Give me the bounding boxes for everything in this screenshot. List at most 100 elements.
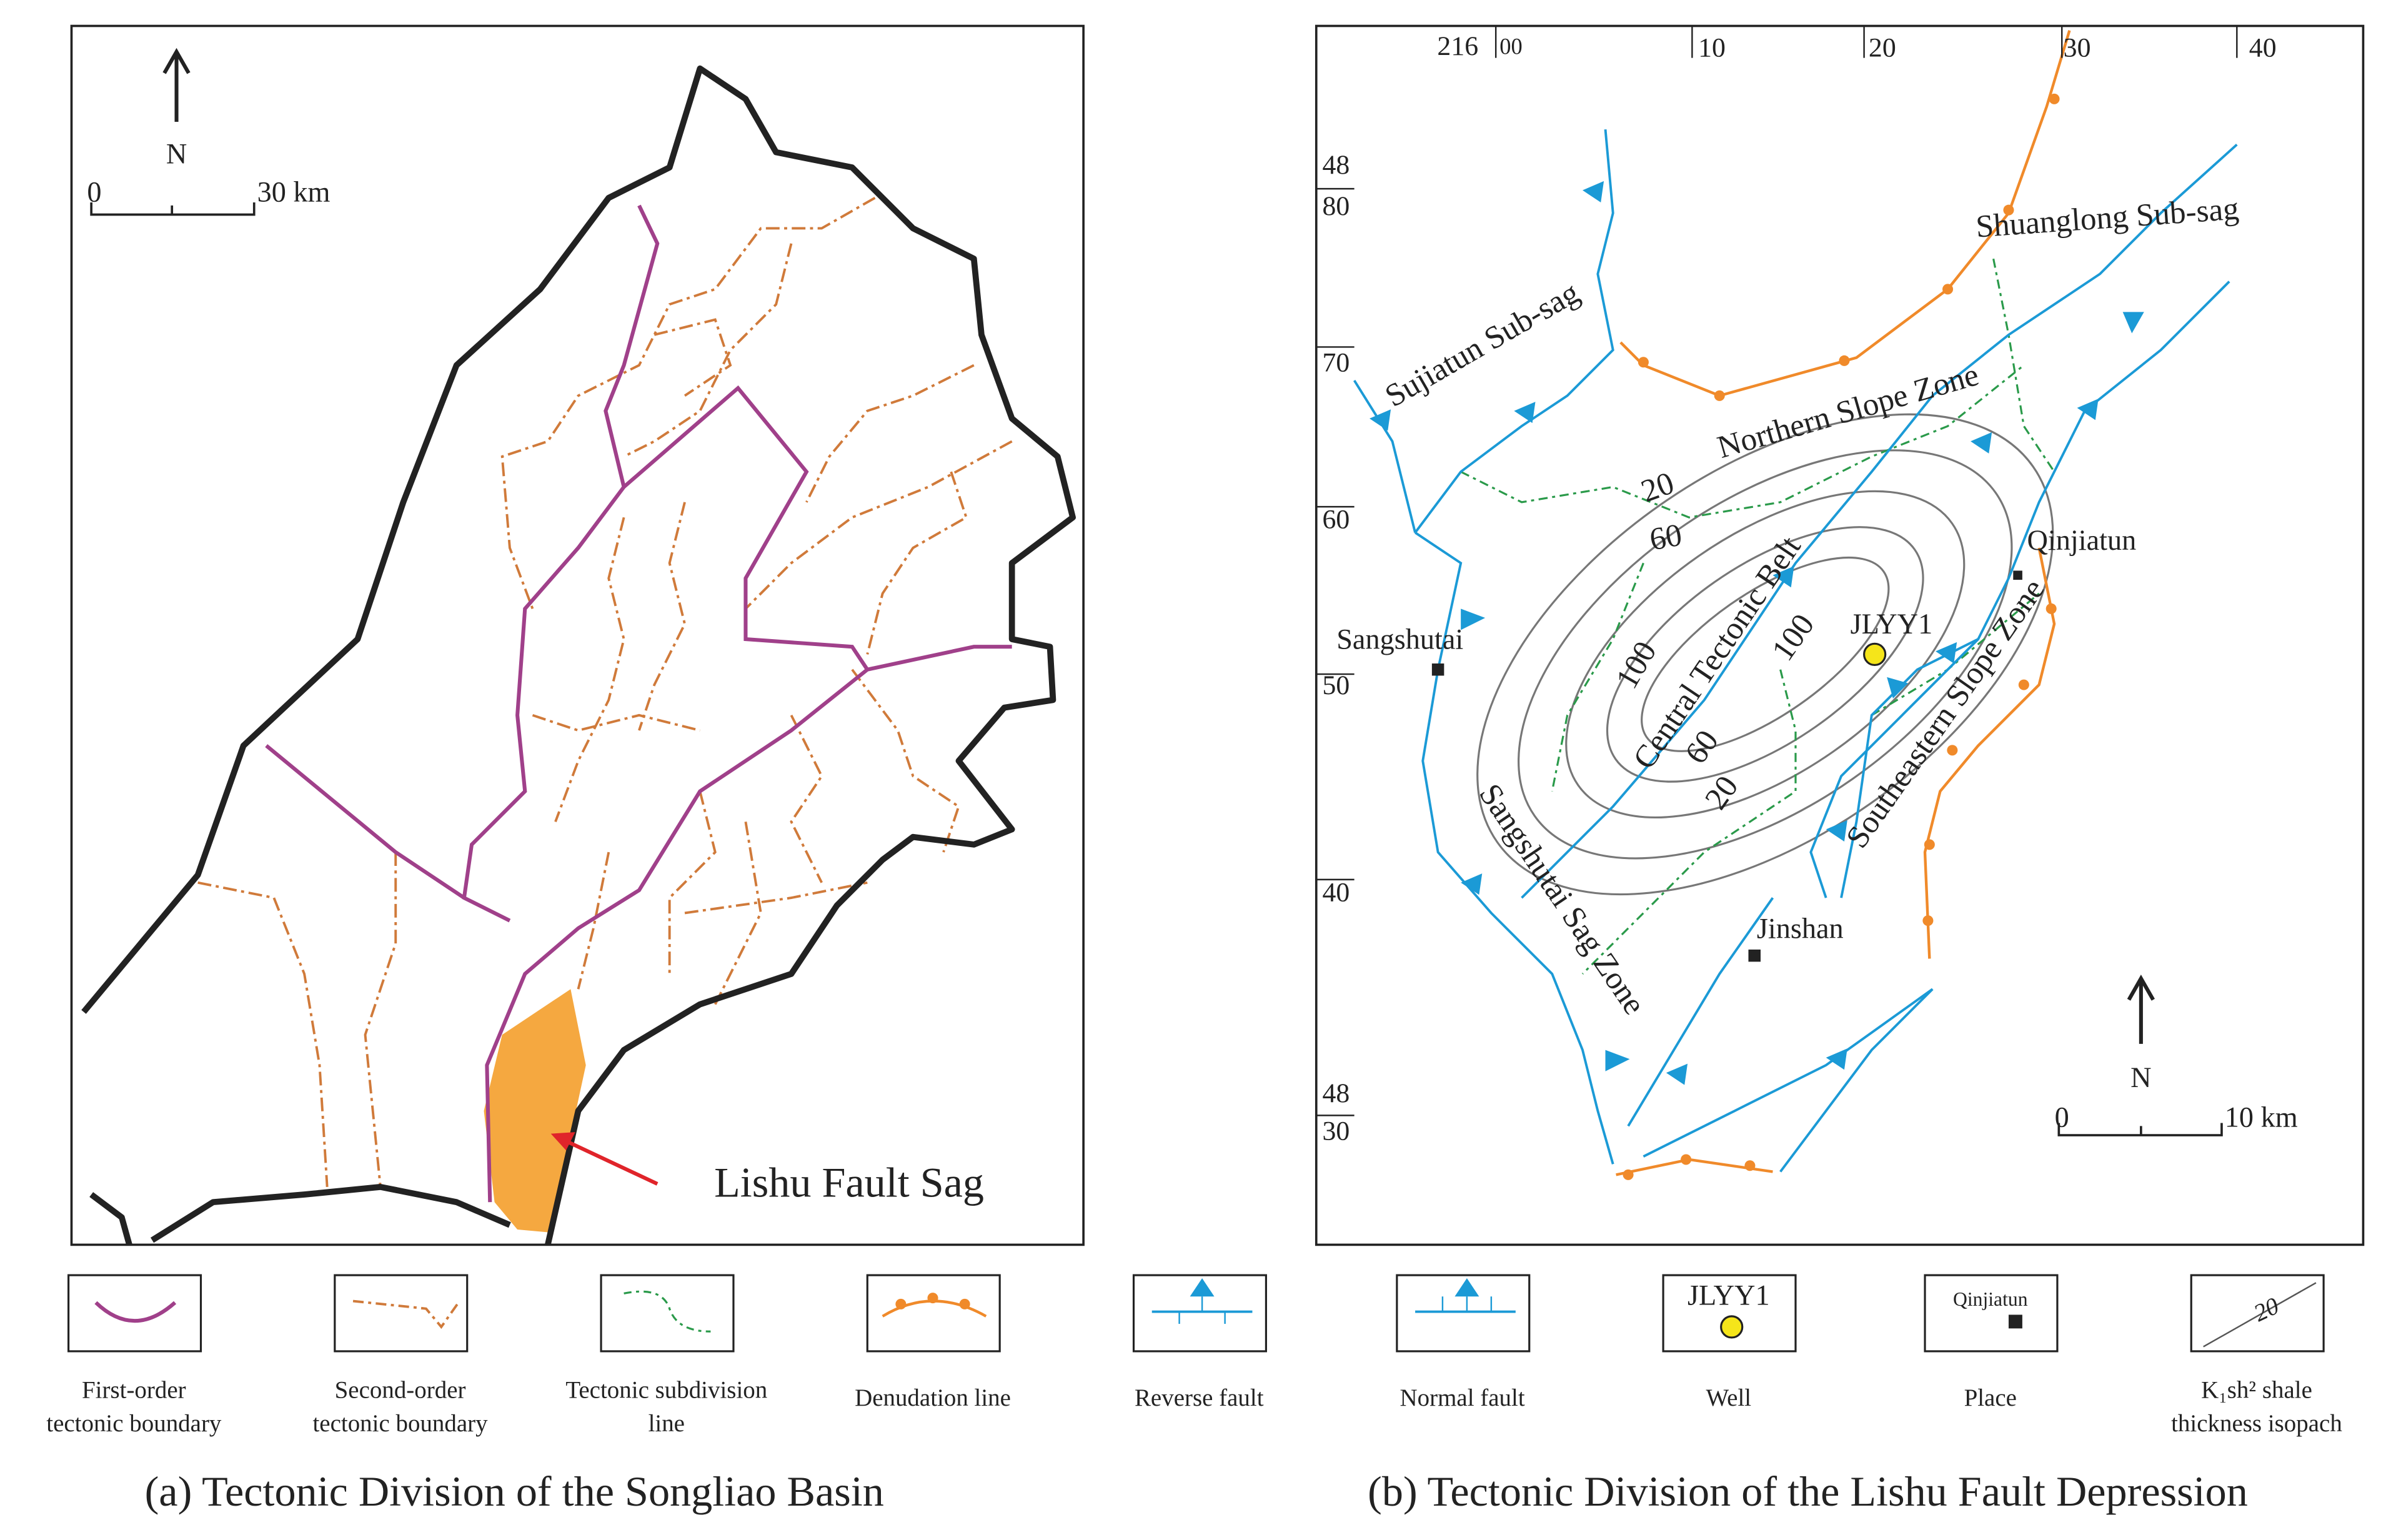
- scale-label: 30 km: [257, 176, 331, 208]
- legend-symbol: [352, 1299, 461, 1329]
- legend-symbol: [624, 1290, 711, 1333]
- grid-label: 80: [1323, 191, 1350, 221]
- legend-box: [1132, 1274, 1267, 1353]
- caption: (a) Tectonic Division of the Songliao Ba…: [145, 1468, 884, 1515]
- legend-box: [67, 1274, 202, 1353]
- legend-label: thickness isopach: [2171, 1410, 2342, 1437]
- grid-label: 70: [1323, 348, 1350, 378]
- scale-bar: [90, 202, 256, 216]
- zone-label: Sujiatun Sub-sag: [1379, 275, 1585, 414]
- fault-triangles: [1369, 181, 2144, 1085]
- grid-label: 60: [1323, 505, 1350, 535]
- legend-item: Denudation line: [855, 1274, 1011, 1411]
- legend-sample: [1151, 1278, 1253, 1324]
- grid-label: 30: [2064, 33, 2091, 63]
- north-label: N: [166, 139, 187, 171]
- legend-sample-text: 20: [2250, 1293, 2283, 1327]
- grid-label: 10: [1698, 33, 1726, 63]
- legend-item: Tectonic subdivision line: [565, 1274, 767, 1437]
- lishu-sag: [484, 989, 586, 1233]
- second-order-boundaries: [197, 197, 1013, 1188]
- grid-label: 50: [1323, 670, 1350, 700]
- isopachs: [1476, 413, 2054, 896]
- grid-label: 216: [1437, 31, 1478, 61]
- first-order-boundaries: [265, 204, 1012, 1203]
- panel-a-frame: [70, 24, 1085, 1246]
- legend-symbol: [895, 1298, 907, 1309]
- grid-label: 48: [1323, 150, 1350, 180]
- legend-sample: [882, 1293, 987, 1318]
- legend-item: First-order tectonic boundary: [46, 1274, 222, 1437]
- legend-label: Place: [1964, 1384, 2017, 1411]
- contour-label: 60: [1647, 517, 1684, 558]
- zone-label: Northern Slope Zone: [1714, 357, 1983, 465]
- panel-b-frame: [1315, 24, 2365, 1246]
- legend-symbol: [1190, 1278, 1215, 1297]
- place-markers: [1431, 570, 2022, 962]
- grid-ticks: [1316, 26, 2238, 1116]
- legend-symbol: [94, 1301, 177, 1323]
- pointer-arrow: [559, 1136, 659, 1186]
- legend-label: Well: [1706, 1384, 1752, 1411]
- grid-label: 00: [1499, 33, 1523, 59]
- scale-label: 10 km: [2225, 1101, 2298, 1133]
- grid-label: 48: [1323, 1078, 1350, 1108]
- faults: [1353, 129, 2238, 1173]
- well-marker: [1863, 642, 1887, 667]
- place-label: Sangshutai: [1336, 624, 1463, 656]
- basin-outline: [81, 65, 1076, 1246]
- legend-box: [334, 1274, 469, 1353]
- legend-sample: [2203, 1282, 2317, 1348]
- pointer-head: [550, 1132, 575, 1151]
- sag-label: Lishu Fault Sag: [714, 1159, 984, 1206]
- legend-symbol: [2008, 1314, 2022, 1329]
- legend-sample-text: JLYY1: [1688, 1279, 1770, 1311]
- legend-label: First-order: [82, 1377, 186, 1404]
- legend-item: Reverse fault: [1132, 1274, 1267, 1411]
- scale-label: 0: [2055, 1101, 2069, 1133]
- legend-symbol: [1720, 1315, 1744, 1339]
- north-arrow-b-head: [2127, 975, 2155, 1001]
- legend-label: Reverse fault: [1135, 1384, 1264, 1411]
- legend-sample: [352, 1299, 461, 1329]
- contour-label: 20: [1636, 465, 1679, 509]
- legend-box: [1396, 1274, 1531, 1353]
- legend-label: Tectonic subdivision: [565, 1377, 767, 1404]
- legend-sample: [94, 1301, 177, 1323]
- grid-label: 30: [1323, 1116, 1350, 1146]
- scale-bar-b: [2057, 1123, 2223, 1136]
- legend-item: 20 K₁sh² shale thickness isopach: [2171, 1274, 2342, 1437]
- caption: (b) Tectonic Division of the Lishu Fault…: [1368, 1468, 2248, 1515]
- legend-label: Denudation line: [855, 1384, 1011, 1411]
- legend-label: tectonic boundary: [312, 1410, 488, 1437]
- north-label: N: [2130, 1062, 2151, 1094]
- legend-box: [866, 1274, 1001, 1353]
- legend-item: Second-order tectonic boundary: [312, 1274, 488, 1437]
- legend-symbol: [1454, 1278, 1479, 1297]
- legend-sample: [1415, 1278, 1516, 1313]
- grid-label: 20: [1869, 33, 1896, 63]
- contour-label: 20: [1698, 769, 1746, 816]
- well-label: JLYY1: [1851, 609, 1933, 640]
- denudation-dots: [1623, 93, 2060, 1180]
- legend-label: line: [649, 1410, 685, 1437]
- grid-label: 40: [1323, 877, 1350, 907]
- legend-label: Normal fault: [1400, 1384, 1525, 1411]
- legend-label: Second-order: [335, 1377, 466, 1404]
- legend-box: [1662, 1274, 1797, 1353]
- legend-sample: [2008, 1314, 2022, 1329]
- legend-sample: [624, 1290, 711, 1333]
- legend-item: JLYY1 Well: [1662, 1274, 1797, 1411]
- contour-label: 100: [1609, 635, 1664, 695]
- north-arrow-head: [162, 47, 191, 74]
- place-label: Qinjiatun: [2027, 525, 2136, 557]
- legend-item: Qinjiatun Place: [1924, 1274, 2059, 1411]
- legend-symbol: [2203, 1282, 2317, 1348]
- legend-box: [600, 1274, 735, 1353]
- place-label: Jinshan: [1757, 913, 1844, 945]
- legend-item: Normal fault: [1396, 1274, 1531, 1411]
- legend-sample-text: Qinjiatun: [1953, 1288, 2028, 1310]
- legend-box: [2190, 1274, 2325, 1353]
